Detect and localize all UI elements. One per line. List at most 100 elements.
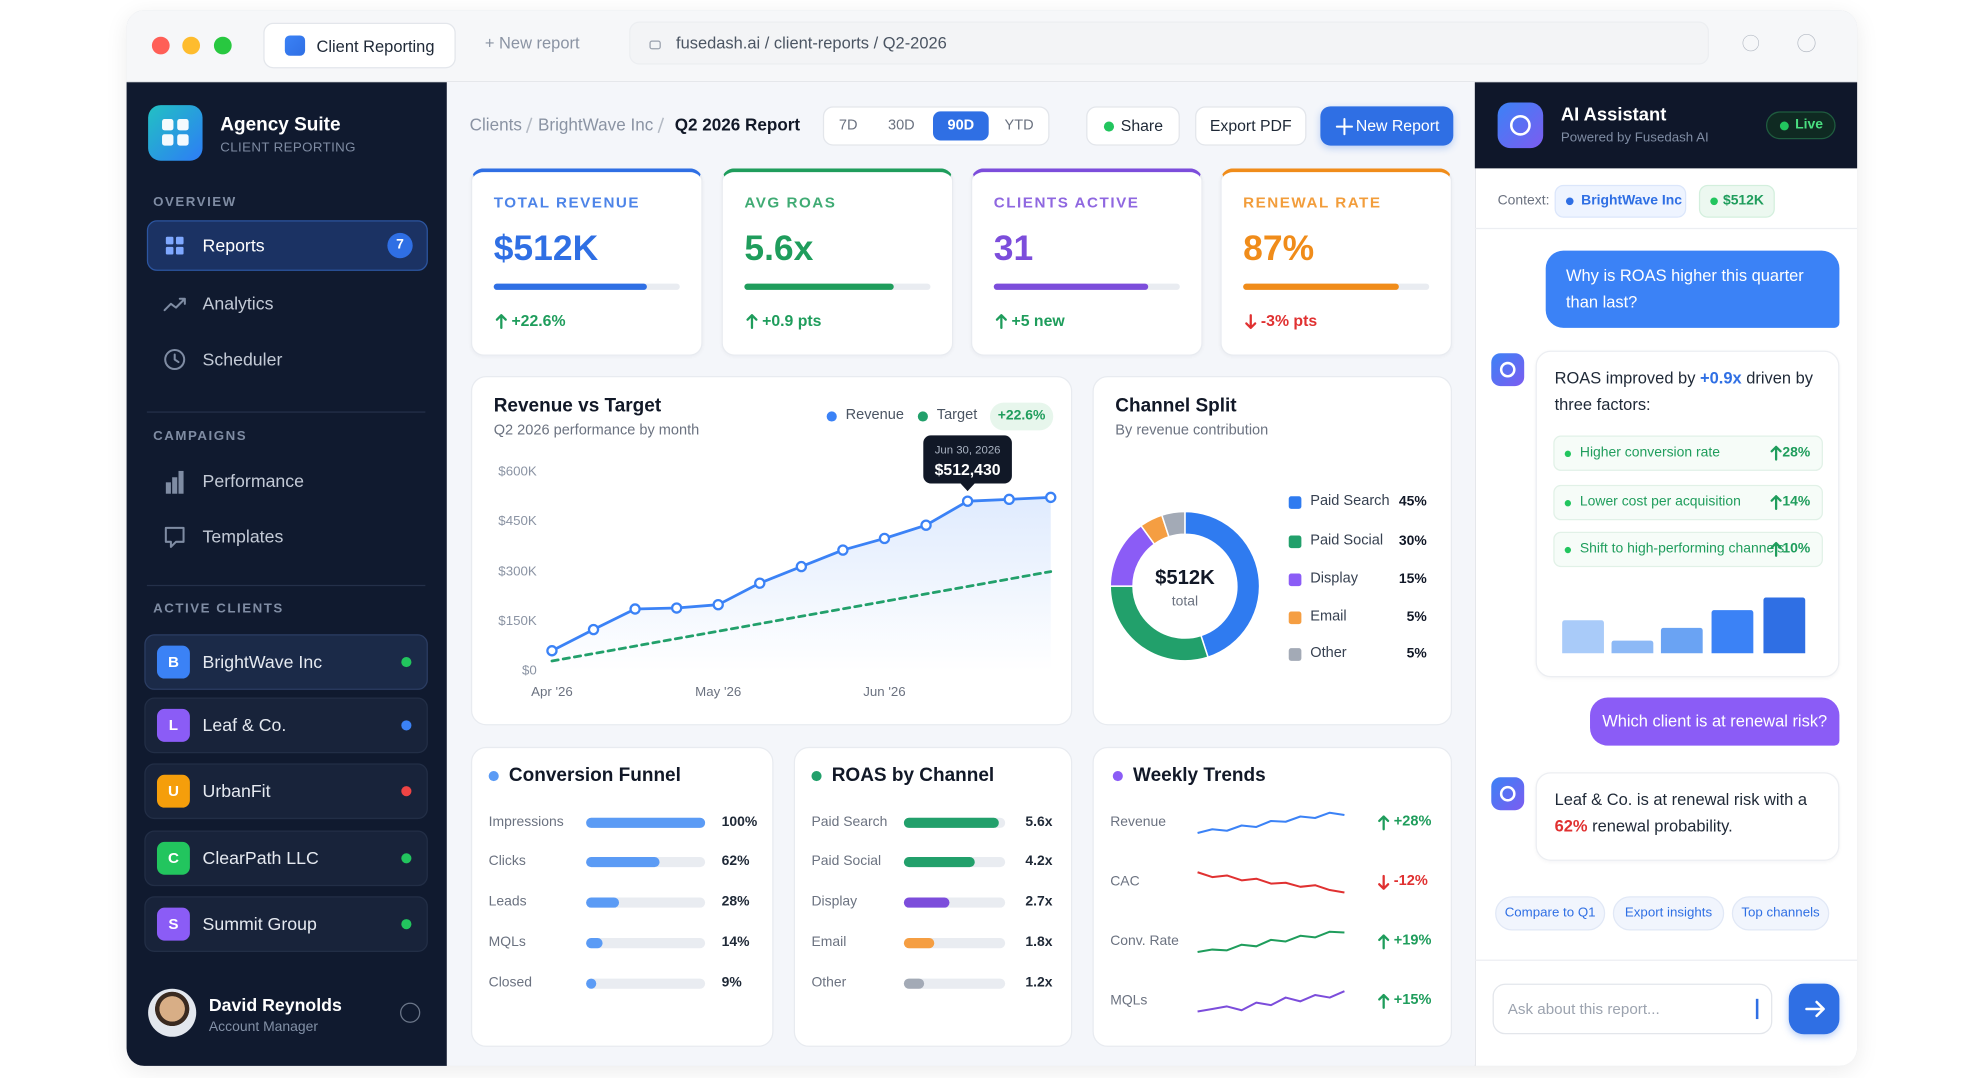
legend-label: Email xyxy=(1310,609,1347,625)
insight-bar xyxy=(1611,640,1654,654)
client-name[interactable]: Leaf & Co. xyxy=(202,714,287,736)
browser-tab[interactable] xyxy=(263,22,456,69)
client-name[interactable]: BrightWave Inc xyxy=(202,651,323,672)
bar-label: Paid Social xyxy=(811,853,882,869)
progress-fill xyxy=(493,283,647,290)
trend-label: Conv. Rate xyxy=(1110,933,1179,949)
address-bar[interactable] xyxy=(629,21,1710,65)
legend-dot xyxy=(917,411,928,422)
client-item[interactable] xyxy=(144,896,428,952)
legend-swatch xyxy=(1288,496,1302,509)
button-label[interactable]: Export PDF xyxy=(1209,117,1292,135)
range-option[interactable]: 90D xyxy=(947,117,975,134)
client-initial: L xyxy=(168,716,179,734)
context-chip[interactable] xyxy=(1554,184,1687,218)
send-button[interactable] xyxy=(1788,983,1840,1035)
client-name[interactable]: ClearPath LLC xyxy=(202,847,319,868)
client-status xyxy=(401,720,412,731)
divider xyxy=(1474,959,1858,961)
value-label: 30% xyxy=(1398,533,1427,549)
user-name: David Reynolds xyxy=(208,994,342,1015)
chip-text[interactable]: $512K xyxy=(1722,192,1764,209)
toolbar-button[interactable] xyxy=(1797,33,1816,53)
button-label[interactable]: Share xyxy=(1120,117,1163,135)
export-button[interactable] xyxy=(1195,106,1307,146)
status-dot xyxy=(1779,120,1789,130)
insight-bar xyxy=(1562,620,1604,654)
status-pill xyxy=(1765,111,1836,140)
user-message: Why is ROAS higher this quarter than las… xyxy=(1545,250,1840,328)
quick-action[interactable]: Top channels xyxy=(1731,896,1830,931)
new-tab[interactable]: + New report xyxy=(484,33,580,53)
user-avatar xyxy=(148,988,197,1037)
client-initial: C xyxy=(167,849,179,867)
nav-label[interactable]: Analytics xyxy=(202,293,274,314)
bar-label: Closed xyxy=(488,975,533,991)
window-control[interactable] xyxy=(182,36,201,55)
client-item[interactable] xyxy=(144,697,428,754)
kpi-change: +0.9 pts xyxy=(762,312,822,330)
bar-track xyxy=(903,897,1006,908)
y-tick-label: $600K xyxy=(498,464,537,480)
window-control[interactable] xyxy=(213,36,232,55)
context-chip[interactable] xyxy=(1698,184,1775,218)
tab-title[interactable]: Client Reporting xyxy=(316,36,435,56)
client-name[interactable]: UrbanFit xyxy=(202,780,271,801)
chart-title: Weekly Trends xyxy=(1133,764,1266,787)
quick-action[interactable]: Compare to Q1 xyxy=(1495,896,1606,931)
quick-action[interactable]: Export insights xyxy=(1612,896,1725,931)
nav-badge xyxy=(387,232,413,259)
client-avatar xyxy=(156,708,190,742)
nav-item[interactable] xyxy=(147,279,428,330)
nav-item[interactable] xyxy=(146,220,428,271)
legend-label: Revenue xyxy=(845,407,904,423)
range-option[interactable]: 7D xyxy=(838,117,858,134)
breadcrumb[interactable]: BrightWave Inc xyxy=(538,115,654,135)
bar-label: MQLs xyxy=(488,934,526,950)
nav-label[interactable]: Scheduler xyxy=(202,348,283,370)
toolbar-button[interactable] xyxy=(1742,34,1760,52)
nav-item[interactable] xyxy=(147,334,428,385)
kpi-label: AVG ROAS xyxy=(744,193,837,212)
title-dot xyxy=(811,770,822,782)
message-fragment: driven by three factors: xyxy=(1554,368,1814,414)
value-label: 1.2x xyxy=(1025,975,1053,991)
bar-track xyxy=(586,978,706,989)
button-label[interactable]: New Report xyxy=(1355,117,1440,135)
chip-text[interactable]: BrightWave Inc xyxy=(1581,192,1683,209)
user-message: Which client is at renewal risk? xyxy=(1590,697,1840,746)
nav-label[interactable]: Reports xyxy=(202,234,265,256)
window-control[interactable] xyxy=(151,36,170,55)
section-title: ACTIVE CLIENTS xyxy=(153,600,284,617)
range-option[interactable]: YTD xyxy=(1004,117,1034,134)
assistant-icon xyxy=(1491,777,1525,811)
legend-swatch xyxy=(1288,573,1302,587)
client-item[interactable] xyxy=(144,763,428,820)
range-option[interactable]: 30D xyxy=(887,117,915,134)
nav-label[interactable]: Performance xyxy=(202,470,305,491)
value-label: 9% xyxy=(721,975,742,991)
chart-card xyxy=(793,746,1073,1047)
client-initial: U xyxy=(167,782,179,800)
chart-title: ROAS by Channel xyxy=(831,764,995,787)
legend-label: Paid Search xyxy=(1310,493,1390,510)
bar xyxy=(586,817,706,828)
bar-label: Paid Search xyxy=(811,814,888,830)
factor-dot xyxy=(1564,450,1572,457)
bar-label: Email xyxy=(811,934,847,950)
chat-input[interactable] xyxy=(1492,983,1773,1035)
breadcrumb[interactable]: Clients xyxy=(469,115,522,135)
client-item[interactable] xyxy=(144,634,428,690)
message-fragment: ROAS improved by xyxy=(1554,368,1700,388)
nav-item[interactable] xyxy=(147,511,428,562)
input-placeholder[interactable]: Ask about this report... xyxy=(1507,999,1660,1018)
value-label: 15% xyxy=(1398,571,1427,587)
client-avatar xyxy=(156,774,190,808)
nav-label[interactable]: Templates xyxy=(202,526,284,547)
client-item[interactable] xyxy=(144,830,428,887)
info-button[interactable] xyxy=(400,1002,421,1023)
bar xyxy=(586,897,620,908)
share-button[interactable] xyxy=(1086,106,1180,146)
client-name[interactable]: Summit Group xyxy=(202,913,317,934)
bar-track xyxy=(586,897,706,908)
